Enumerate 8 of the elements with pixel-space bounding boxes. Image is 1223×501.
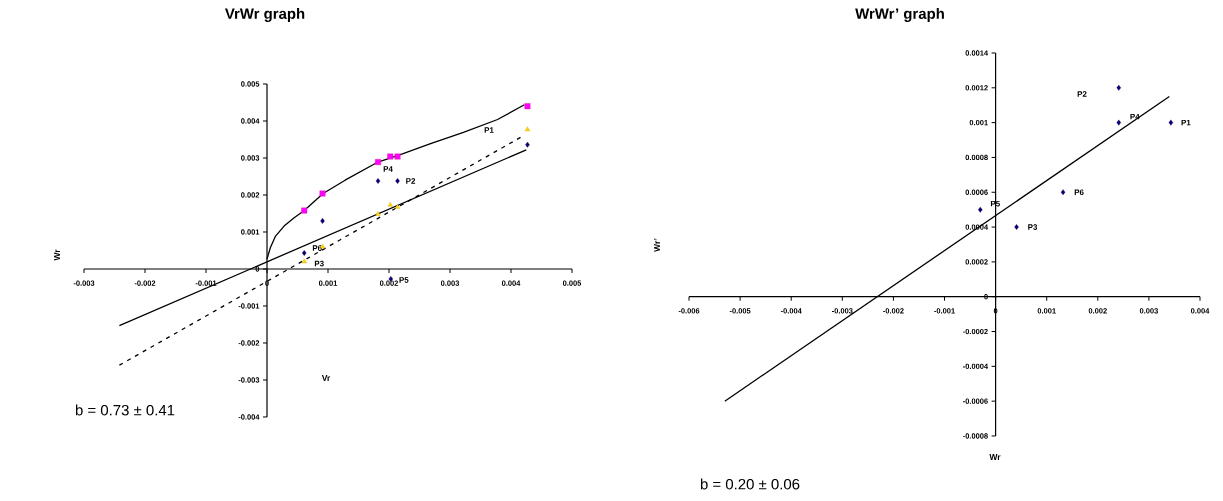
annotation: b = 0.73 ± 0.41 <box>75 404 175 416</box>
text: b = 0.20 ± 0.06 <box>700 478 800 490</box>
chart-title: WrWr’ graph <box>855 7 944 22</box>
chart-title: VrWr graph <box>224 7 305 22</box>
x-axis-title: Wr <box>989 454 1001 460</box>
x-axis-title: Vr <box>321 375 331 381</box>
y-axis-title: Wr <box>54 249 60 261</box>
y-axis-title: Wr’ <box>654 238 660 252</box>
